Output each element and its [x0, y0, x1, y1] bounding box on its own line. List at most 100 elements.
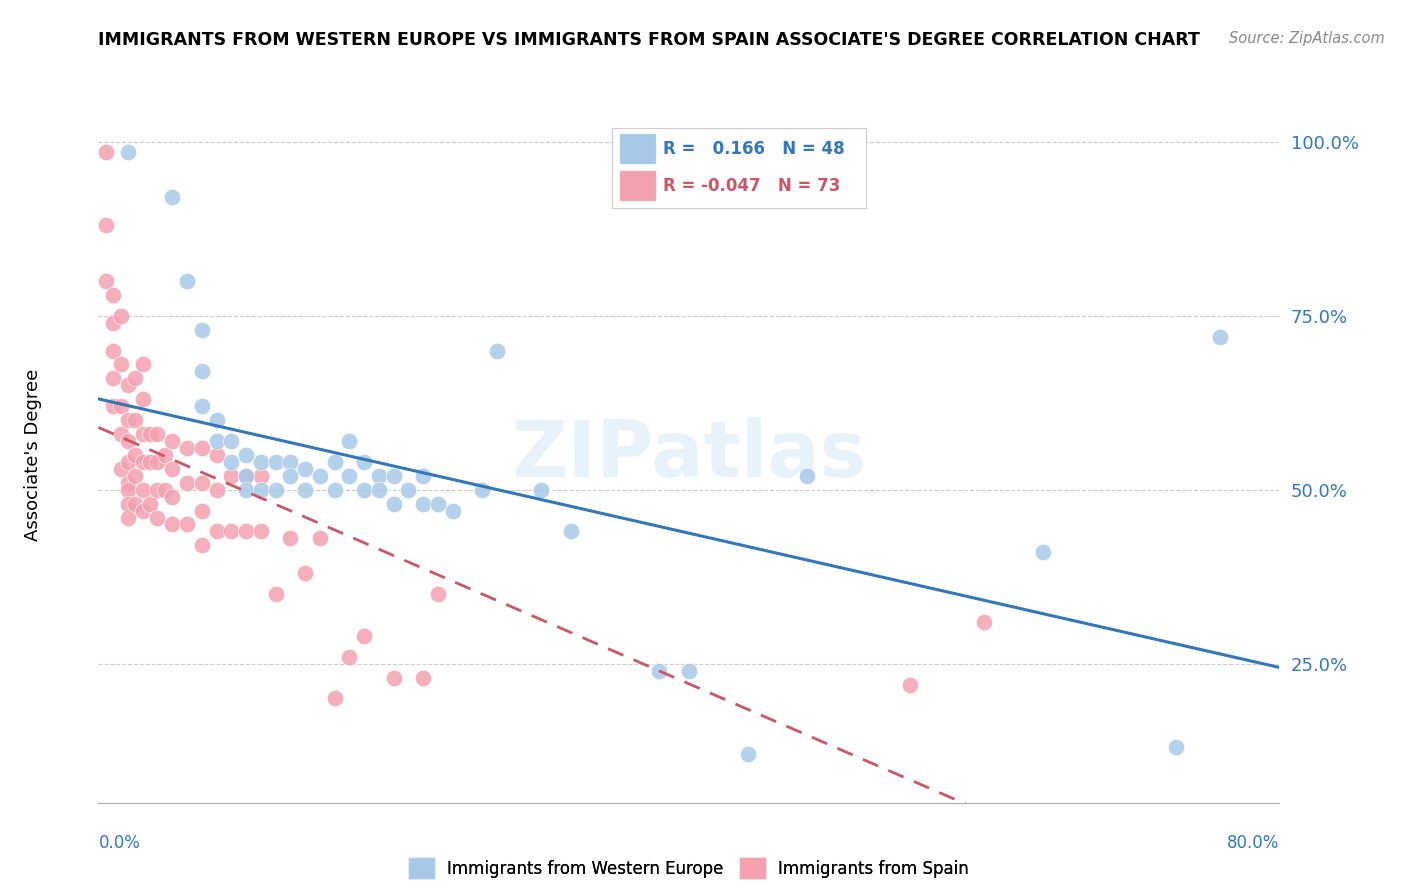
Point	[132, 483, 155, 497]
Text: R = -0.047   N = 73: R = -0.047 N = 73	[664, 177, 841, 194]
Text: Associate's Degree: Associate's Degree	[24, 368, 42, 541]
Text: Source: ZipAtlas.com: Source: ZipAtlas.com	[1229, 31, 1385, 46]
Point	[94, 219, 117, 233]
Point	[176, 475, 198, 490]
Point	[737, 747, 759, 761]
Point	[139, 427, 162, 442]
Point	[323, 455, 346, 469]
Point	[412, 497, 434, 511]
Point	[264, 587, 287, 601]
Point	[176, 274, 198, 288]
Point	[205, 448, 228, 462]
Point	[412, 468, 434, 483]
Point	[124, 497, 146, 511]
Point	[309, 468, 332, 483]
Point	[103, 316, 125, 330]
Point	[110, 399, 132, 413]
Point	[796, 468, 818, 483]
Point	[337, 649, 360, 664]
Point	[250, 468, 273, 483]
Point	[368, 483, 391, 497]
Point	[110, 427, 132, 442]
Point	[146, 483, 169, 497]
Point	[382, 468, 405, 483]
Point	[117, 434, 139, 448]
Point	[294, 462, 316, 476]
Point	[146, 427, 169, 442]
Point	[124, 371, 146, 385]
Point	[117, 483, 139, 497]
Point	[176, 441, 198, 455]
Point	[139, 497, 162, 511]
Point	[250, 483, 273, 497]
Point	[124, 468, 146, 483]
Point	[368, 468, 391, 483]
Point	[396, 483, 419, 497]
Point	[162, 490, 183, 504]
Point	[94, 274, 117, 288]
Point	[153, 448, 176, 462]
Point	[250, 455, 273, 469]
Point	[323, 483, 346, 497]
Point	[219, 468, 242, 483]
Point	[103, 399, 125, 413]
Point	[219, 455, 242, 469]
Point	[191, 364, 214, 378]
Point	[132, 358, 155, 372]
Point	[205, 434, 228, 448]
Text: R =   0.166   N = 48: R = 0.166 N = 48	[664, 140, 845, 158]
Point	[124, 413, 146, 427]
Point	[117, 413, 139, 427]
Point	[132, 427, 155, 442]
Point	[162, 190, 183, 204]
Text: 0.0%: 0.0%	[98, 834, 141, 852]
Point	[648, 664, 671, 678]
Point	[560, 524, 582, 539]
Point	[441, 503, 464, 517]
Point	[337, 468, 360, 483]
Point	[278, 455, 302, 469]
Point	[110, 309, 132, 323]
Point	[219, 524, 242, 539]
Point	[191, 475, 214, 490]
Point	[530, 483, 553, 497]
Point	[191, 441, 214, 455]
Point	[678, 664, 700, 678]
Point	[278, 532, 302, 546]
Legend: Immigrants from Western Europe, Immigrants from Spain: Immigrants from Western Europe, Immigran…	[402, 851, 976, 885]
Point	[235, 448, 257, 462]
Point	[191, 399, 214, 413]
Point	[278, 468, 302, 483]
Point	[382, 497, 405, 511]
Point	[132, 503, 155, 517]
Point	[191, 538, 214, 552]
Point	[471, 483, 494, 497]
Point	[94, 145, 117, 160]
Point	[110, 358, 132, 372]
Point	[1209, 329, 1232, 343]
Point	[162, 434, 183, 448]
Point	[1164, 740, 1187, 755]
Point	[353, 483, 375, 497]
Point	[235, 483, 257, 497]
Point	[309, 532, 332, 546]
Point	[337, 434, 360, 448]
Point	[103, 288, 125, 302]
Point	[162, 517, 183, 532]
Point	[205, 524, 228, 539]
Point	[294, 483, 316, 497]
Point	[900, 677, 922, 691]
Point	[264, 483, 287, 497]
Text: ZIPatlas: ZIPatlas	[512, 417, 866, 493]
FancyBboxPatch shape	[620, 135, 655, 163]
Text: 80.0%: 80.0%	[1227, 834, 1279, 852]
Point	[176, 517, 198, 532]
Point	[191, 323, 214, 337]
Point	[235, 468, 257, 483]
Point	[117, 145, 139, 160]
Point	[117, 455, 139, 469]
Point	[153, 483, 176, 497]
Point	[294, 566, 316, 581]
FancyBboxPatch shape	[620, 171, 655, 200]
Point	[162, 462, 183, 476]
